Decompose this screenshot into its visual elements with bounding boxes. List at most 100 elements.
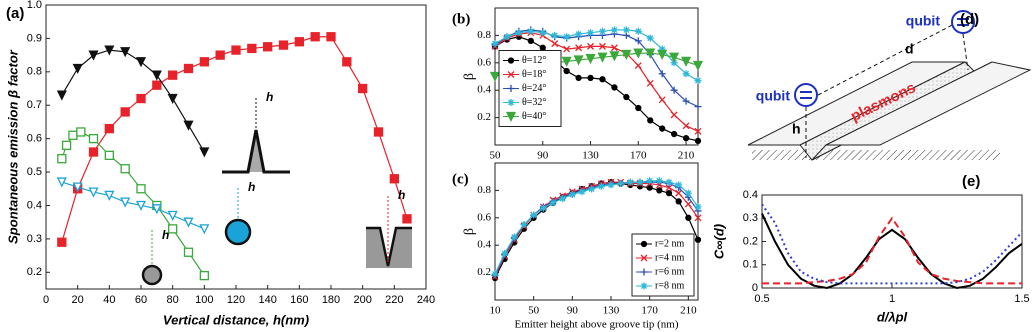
marker [640, 240, 648, 248]
marker [587, 74, 594, 82]
marker [694, 137, 702, 145]
x-tick-label: 80 [167, 294, 179, 306]
x-tick-label: 40 [103, 294, 115, 306]
marker [199, 224, 210, 235]
marker [645, 48, 656, 59]
panel-label: (c) [452, 171, 469, 187]
legend-label: θ=18° [522, 69, 546, 80]
marker [665, 178, 673, 186]
y-tick-label: 0.2 [743, 235, 758, 247]
legend-label: θ=24° [522, 83, 546, 94]
marker [656, 187, 663, 194]
y-tick-label: 0.8 [27, 66, 42, 78]
x-tick-label: 210 [678, 150, 695, 162]
marker [231, 45, 241, 55]
series-line [61, 49, 205, 153]
marker [682, 70, 690, 78]
x-tick-label: 200 [353, 294, 371, 306]
y-axis-label: β [462, 228, 477, 235]
y-tick-label: 0.2 [477, 266, 491, 278]
marker [559, 195, 567, 203]
x-tick-label: 90 [567, 305, 579, 317]
marker [658, 96, 666, 104]
marker [72, 182, 83, 193]
marker [527, 27, 535, 35]
groove-inset [366, 228, 412, 268]
plot-frame [761, 194, 1023, 289]
marker [167, 210, 178, 221]
marker [72, 63, 83, 74]
marker [647, 117, 654, 124]
marker [640, 254, 648, 262]
x-tick-label: 130 [603, 305, 620, 317]
marker [588, 185, 596, 193]
series-line [761, 203, 1023, 285]
marker [657, 49, 668, 61]
marker [635, 104, 642, 112]
marker [199, 270, 209, 281]
annotation: h [162, 228, 169, 242]
marker [684, 200, 692, 208]
marker [685, 214, 692, 221]
marker [634, 62, 642, 69]
marker [669, 52, 680, 63]
x-tick-label: 20 [72, 294, 84, 306]
bump-inset [222, 129, 290, 174]
marker [561, 56, 572, 67]
marker [167, 93, 178, 105]
marker [694, 127, 702, 135]
marker [247, 43, 257, 54]
y-tick-label: 0.8 [477, 184, 491, 196]
marker [568, 191, 576, 199]
plot-frame [494, 162, 699, 301]
marker [585, 54, 596, 65]
marker [563, 45, 571, 53]
x-tick-label: 60 [135, 294, 147, 306]
marker [575, 74, 582, 82]
marker [104, 190, 115, 201]
marker [670, 111, 678, 119]
marker [575, 30, 583, 38]
marker [575, 44, 583, 52]
marker [152, 80, 162, 90]
marker [598, 27, 606, 35]
qubit-label: qubit [906, 13, 941, 29]
marker [675, 189, 683, 197]
legend-label: r=4 nm [655, 252, 684, 263]
marker [587, 42, 594, 50]
marker [527, 37, 534, 45]
y-tick-label: 0.2 [27, 266, 42, 278]
marker [563, 67, 570, 75]
distance-line [817, 21, 959, 96]
marker [665, 189, 673, 197]
marker [507, 85, 515, 92]
marker [326, 32, 336, 42]
panel-label: (d) [960, 11, 979, 28]
marker [658, 45, 666, 53]
marker [610, 26, 618, 34]
marker [563, 33, 571, 41]
marker [621, 49, 632, 61]
marker [626, 178, 634, 186]
marker [539, 29, 547, 37]
marker [622, 26, 630, 34]
substrate [752, 150, 1000, 160]
y-tick-label: 0.9 [27, 32, 42, 44]
y-tick-label: 0.7 [27, 99, 42, 111]
marker [551, 31, 559, 39]
marker [694, 103, 702, 111]
marker [120, 107, 130, 117]
x-tick-label: 210 [680, 305, 697, 317]
x-tick-label: 120 [227, 294, 245, 306]
marker [636, 178, 644, 186]
marker [358, 83, 368, 94]
y-tick-label: 0 [752, 282, 758, 294]
marker [505, 111, 517, 122]
marker [515, 29, 523, 37]
marker [646, 177, 654, 185]
chart-panel: 0.5 1 1.5 0 0.1 0.2 0.3 0.4 d/λpl C∞(d) (e) [711, 173, 1029, 324]
y-tick-label: 0.4 [27, 199, 42, 211]
marker [551, 40, 559, 48]
legend-label: θ=12° [522, 55, 546, 66]
